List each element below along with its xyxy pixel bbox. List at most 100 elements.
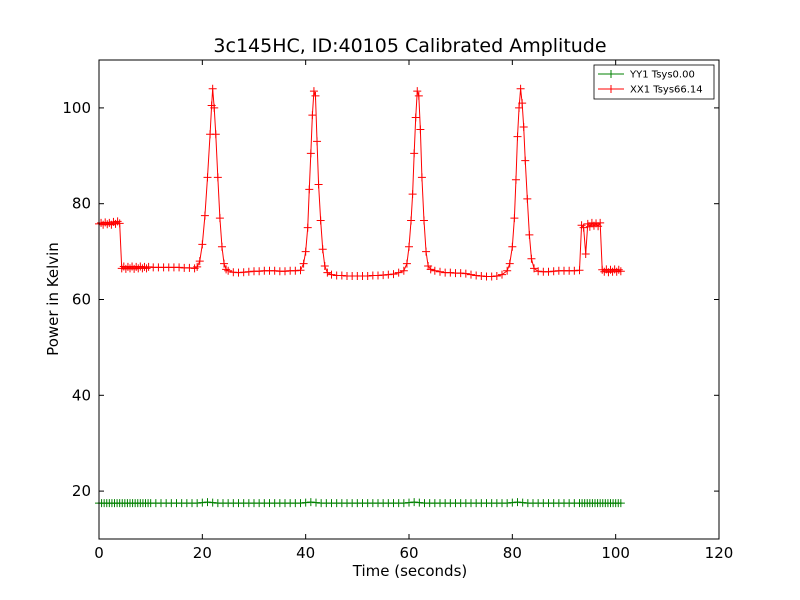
series-1-point-67 <box>305 185 314 194</box>
y-axis-label: Power in Kelvin <box>44 242 62 356</box>
series-1-point-92 <box>399 266 408 275</box>
legend-marker-0 <box>607 70 615 78</box>
legend-entry-0: YY1 Tsys0.00 <box>598 70 695 81</box>
series-1-point-126 <box>513 132 522 141</box>
series-1-point-128 <box>516 84 525 93</box>
series-1-point-49 <box>224 266 233 275</box>
series-1-point-38 <box>203 173 212 182</box>
series-0-point-119 <box>616 499 625 508</box>
series-1-point-96 <box>408 190 417 199</box>
series-1-point-68 <box>306 149 315 158</box>
x-axis-label: Time (seconds) <box>352 562 468 580</box>
y-tick-label-2: 60 <box>72 291 91 309</box>
series-1-point-121 <box>503 266 512 275</box>
series-1-point-120 <box>498 270 506 279</box>
series-1-point-46 <box>217 242 226 251</box>
series-1-point-94 <box>405 242 413 251</box>
plot-frame <box>98 59 720 540</box>
series-1-point-113 <box>461 269 470 278</box>
y-tick-label-0: 20 <box>72 482 91 500</box>
series-1-point-119 <box>492 272 501 281</box>
x-tick-label-6: 120 <box>705 544 734 562</box>
x-tick-label-0: 0 <box>94 544 104 562</box>
series-0 <box>95 498 625 508</box>
series-1-point-125 <box>511 175 520 184</box>
series-1-point-70 <box>309 87 318 96</box>
series-1-point-37 <box>200 211 209 220</box>
series-1-point-63 <box>296 266 305 275</box>
series-1-point-123 <box>508 242 517 251</box>
chart-title: 3c145HC, ID:40105 Calibrated Amplitude <box>213 35 606 57</box>
series-1-point-64 <box>299 259 308 268</box>
series-1-point-132 <box>523 194 532 203</box>
series-1-point-5 <box>105 218 114 227</box>
series-1-point-108 <box>436 267 444 276</box>
series-1-point-95 <box>407 216 416 225</box>
legend-entries: YY1 Tsys0.00 XX1 Tsys66.14 <box>598 70 703 96</box>
series-1-point-164 <box>616 267 625 276</box>
x-tick-label-5: 100 <box>601 544 630 562</box>
series-1-point-34 <box>193 262 202 271</box>
series-1-point-127 <box>515 103 524 112</box>
series-1-point-144 <box>575 266 584 275</box>
series-1-point-107 <box>430 266 439 275</box>
x-tick-label-4: 80 <box>503 544 522 562</box>
legend-entry-1: XX1 Tsys66.14 <box>598 85 703 96</box>
series-1-point-146 <box>579 223 588 232</box>
series-1-point-104 <box>422 247 431 256</box>
series-1-point-122 <box>505 259 514 268</box>
series-1-point-153 <box>594 222 603 231</box>
series-1-point-134 <box>527 254 536 263</box>
series-1-point-163 <box>614 265 623 274</box>
series-1-point-10 <box>115 219 124 228</box>
legend-box <box>593 64 715 100</box>
series-1-point-135 <box>530 264 539 273</box>
series-1-point-77 <box>323 268 332 277</box>
series-1-point-45 <box>215 214 224 223</box>
series-1-point-93 <box>402 259 411 268</box>
series-1-point-71 <box>311 91 320 100</box>
series-1-point-75 <box>318 245 327 254</box>
series-1-point-149 <box>585 222 594 231</box>
series-1-point-133 <box>525 230 534 239</box>
y-tick-label-3: 80 <box>72 195 91 213</box>
legend-label-0: YY1 Tsys0.00 <box>629 70 695 81</box>
series-layer <box>95 84 625 508</box>
series-1-point-131 <box>521 156 530 165</box>
series-line-1 <box>98 88 622 278</box>
series-1-point-114 <box>467 270 475 279</box>
series-1-point-47 <box>220 259 229 268</box>
series-1-point-124 <box>510 214 519 223</box>
series-1-point-129 <box>518 99 527 108</box>
series-1-point-36 <box>198 240 207 249</box>
legend-label-1: XX1 Tsys66.14 <box>630 85 703 96</box>
series-1-point-99 <box>413 87 422 96</box>
series-1-point-147 <box>581 249 590 258</box>
series-1-point-9 <box>113 217 122 226</box>
series-1-point-69 <box>308 111 317 120</box>
series-1 <box>95 84 625 281</box>
series-1-point-154 <box>596 218 605 227</box>
series-1-point-101 <box>416 125 425 134</box>
y-tick-label-1: 40 <box>72 386 91 404</box>
legend-marker-1 <box>607 85 615 93</box>
series-1-point-44 <box>213 173 222 182</box>
series-1-point-72 <box>313 137 322 146</box>
series-1-point-106 <box>426 265 435 274</box>
series-1-point-91 <box>394 268 403 277</box>
series-1-point-43 <box>211 130 220 139</box>
y-tick-label-4: 100 <box>62 99 91 117</box>
legend: YY1 Tsys0.00 XX1 Tsys66.14 <box>593 64 715 100</box>
series-1-point-100 <box>414 91 423 100</box>
x-tick-label-1: 20 <box>193 544 212 562</box>
series-1-point-102 <box>417 173 426 182</box>
series-1-point-23 <box>142 264 151 273</box>
series-1-point-73 <box>314 180 323 189</box>
series-1-point-103 <box>419 216 428 225</box>
series-1-point-130 <box>519 123 528 132</box>
series-1-point-97 <box>410 149 419 158</box>
series-1-point-42 <box>210 103 219 112</box>
series-1-point-74 <box>316 216 325 225</box>
